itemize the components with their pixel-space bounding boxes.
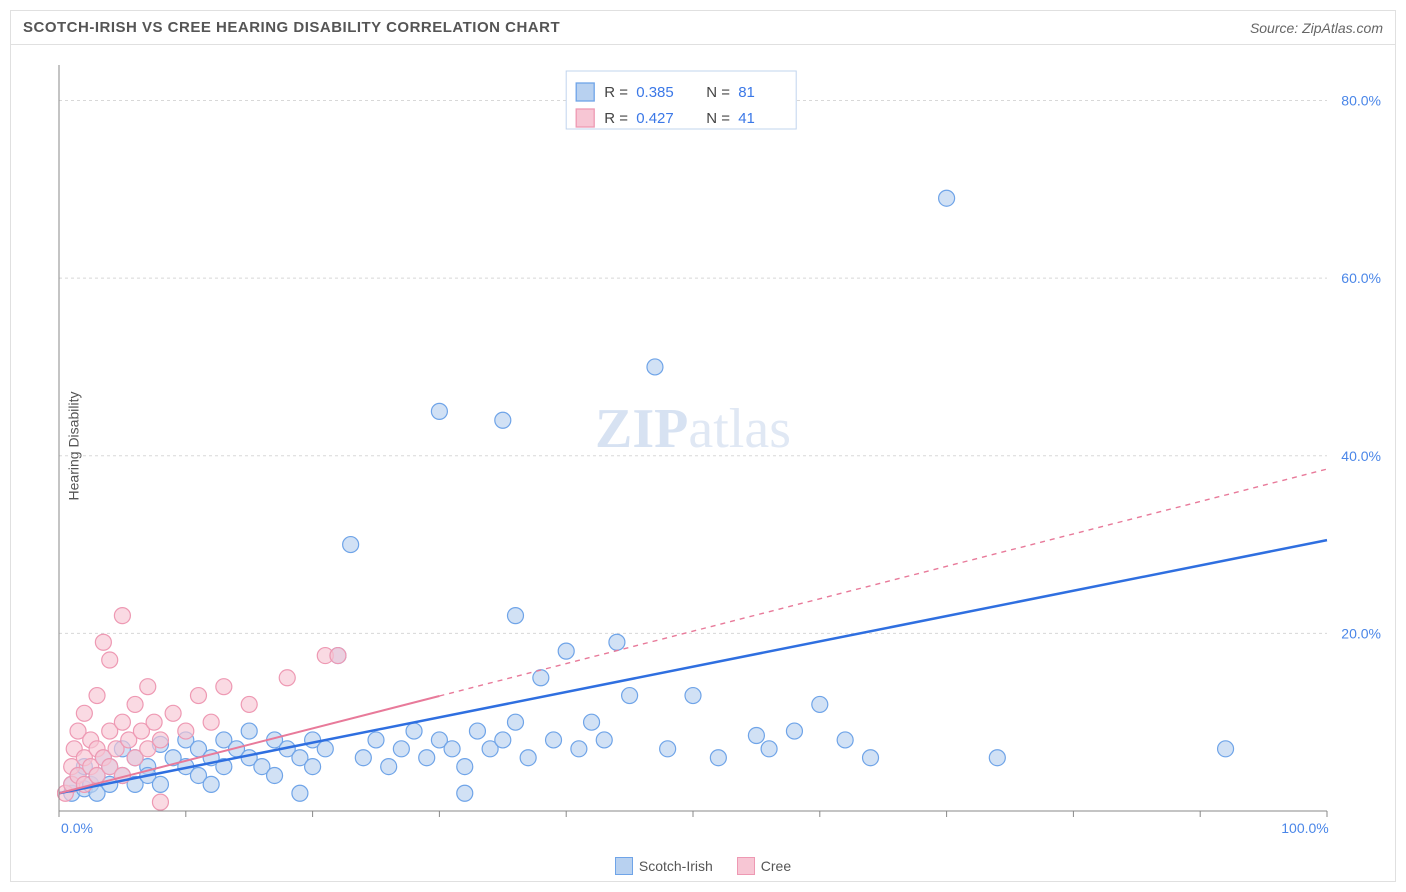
chart-title: SCOTCH-IRISH VS CREE HEARING DISABILITY … xyxy=(23,19,560,36)
svg-text:80.0%: 80.0% xyxy=(1341,93,1381,109)
legend-label: Cree xyxy=(761,858,791,874)
svg-text:81: 81 xyxy=(738,84,755,101)
svg-text:N =: N = xyxy=(706,84,730,101)
svg-text:20.0%: 20.0% xyxy=(1341,625,1381,641)
svg-text:R =: R = xyxy=(604,110,628,127)
svg-text:0.427: 0.427 xyxy=(636,110,674,127)
svg-text:40.0%: 40.0% xyxy=(1341,448,1381,464)
plot-area: 20.0% 40.0% 60.0% 80.0% ZIPatlas 0.0% 100.0% R … xyxy=(57,57,1385,839)
svg-text:41: 41 xyxy=(738,110,755,127)
chart-container: SCOTCH-IRISH VS CREE HEARING DISABILITY … xyxy=(10,10,1396,882)
bottom-legend: Scotch-Irish Cree xyxy=(11,857,1395,875)
header: SCOTCH-IRISH VS CREE HEARING DISABILITY … xyxy=(11,11,1395,45)
legend-item: Cree xyxy=(737,857,791,875)
svg-text:N =: N = xyxy=(706,110,730,127)
svg-text:60.0%: 60.0% xyxy=(1341,270,1381,286)
svg-text:ZIPatlas: ZIPatlas xyxy=(595,398,791,460)
scatter-svg: 20.0% 40.0% 60.0% 80.0% ZIPatlas 0.0% 100.0% R … xyxy=(57,57,1387,841)
legend-swatch xyxy=(737,857,755,875)
svg-text:100.0%: 100.0% xyxy=(1281,820,1328,836)
legend-item: Scotch-Irish xyxy=(615,857,713,875)
svg-text:0.0%: 0.0% xyxy=(61,820,93,836)
legend-swatch xyxy=(615,857,633,875)
svg-text:R =: R = xyxy=(604,84,628,101)
svg-text:0.385: 0.385 xyxy=(636,84,674,101)
source-label: Source: ZipAtlas.com xyxy=(1250,20,1383,36)
legend-label: Scotch-Irish xyxy=(639,858,713,874)
